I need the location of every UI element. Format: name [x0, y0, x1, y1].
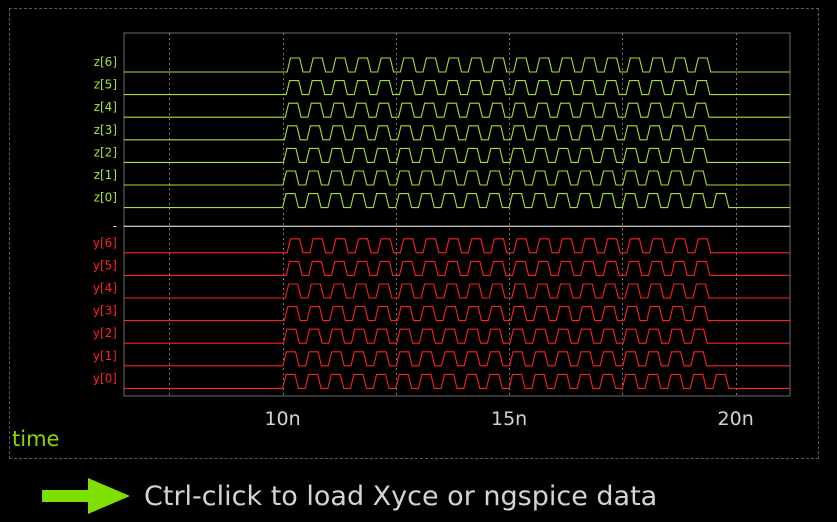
- signal-name: y[1]: [93, 349, 117, 363]
- x-tick-label: 15n: [491, 408, 527, 430]
- divider-label: -: [113, 219, 117, 233]
- load-data-hint: Ctrl-click to load Xyce or ngspice data: [40, 476, 657, 516]
- series-line-z[6]: [124, 57, 790, 73]
- series-line-y[1]: [124, 351, 790, 367]
- signal-name: z[2]: [94, 145, 117, 159]
- arrow-right-icon: [42, 478, 130, 514]
- series-line-z[2]: [124, 147, 790, 163]
- series-line-z[1]: [124, 170, 790, 186]
- plot-area-border: [123, 32, 791, 397]
- series-line-y[3]: [124, 306, 790, 322]
- signal-name: y[0]: [93, 371, 117, 385]
- waveform-viewer-frame[interactable]: [9, 8, 819, 459]
- signal-name: z[1]: [94, 168, 117, 182]
- signal-name: z[3]: [94, 123, 117, 137]
- series-line-y[2]: [124, 328, 790, 344]
- x-tick-label: 10n: [264, 408, 300, 430]
- series-line-y[0]: [124, 373, 790, 389]
- series-line-z[4]: [124, 102, 790, 118]
- x-tick-label: 20n: [718, 408, 754, 430]
- signal-name: z[5]: [94, 78, 117, 92]
- signal-name: y[4]: [93, 281, 117, 295]
- signal-name: y[5]: [93, 258, 117, 272]
- signal-name: z[4]: [94, 100, 117, 114]
- signal-name: y[6]: [93, 236, 117, 250]
- series-line-y[4]: [124, 283, 790, 299]
- series-line-y[5]: [124, 260, 790, 276]
- signal-name: y[3]: [93, 304, 117, 318]
- hint-text: Ctrl-click to load Xyce or ngspice data: [144, 480, 658, 512]
- signal-name: y[2]: [93, 326, 117, 340]
- series-line-z[0]: [124, 193, 790, 209]
- waveform-plot[interactable]: 10n 15n 20n z[6] z[5] z[4] z[3] z[2] z[1] z[0] - y[…: [0, 0, 837, 470]
- series-line-z[3]: [124, 125, 790, 141]
- x-axis-label: time: [12, 427, 60, 451]
- signal-name: z[0]: [94, 191, 117, 205]
- series-line-y[6]: [124, 238, 790, 254]
- series-line-z[5]: [124, 80, 790, 96]
- signal-name: z[6]: [94, 55, 117, 69]
